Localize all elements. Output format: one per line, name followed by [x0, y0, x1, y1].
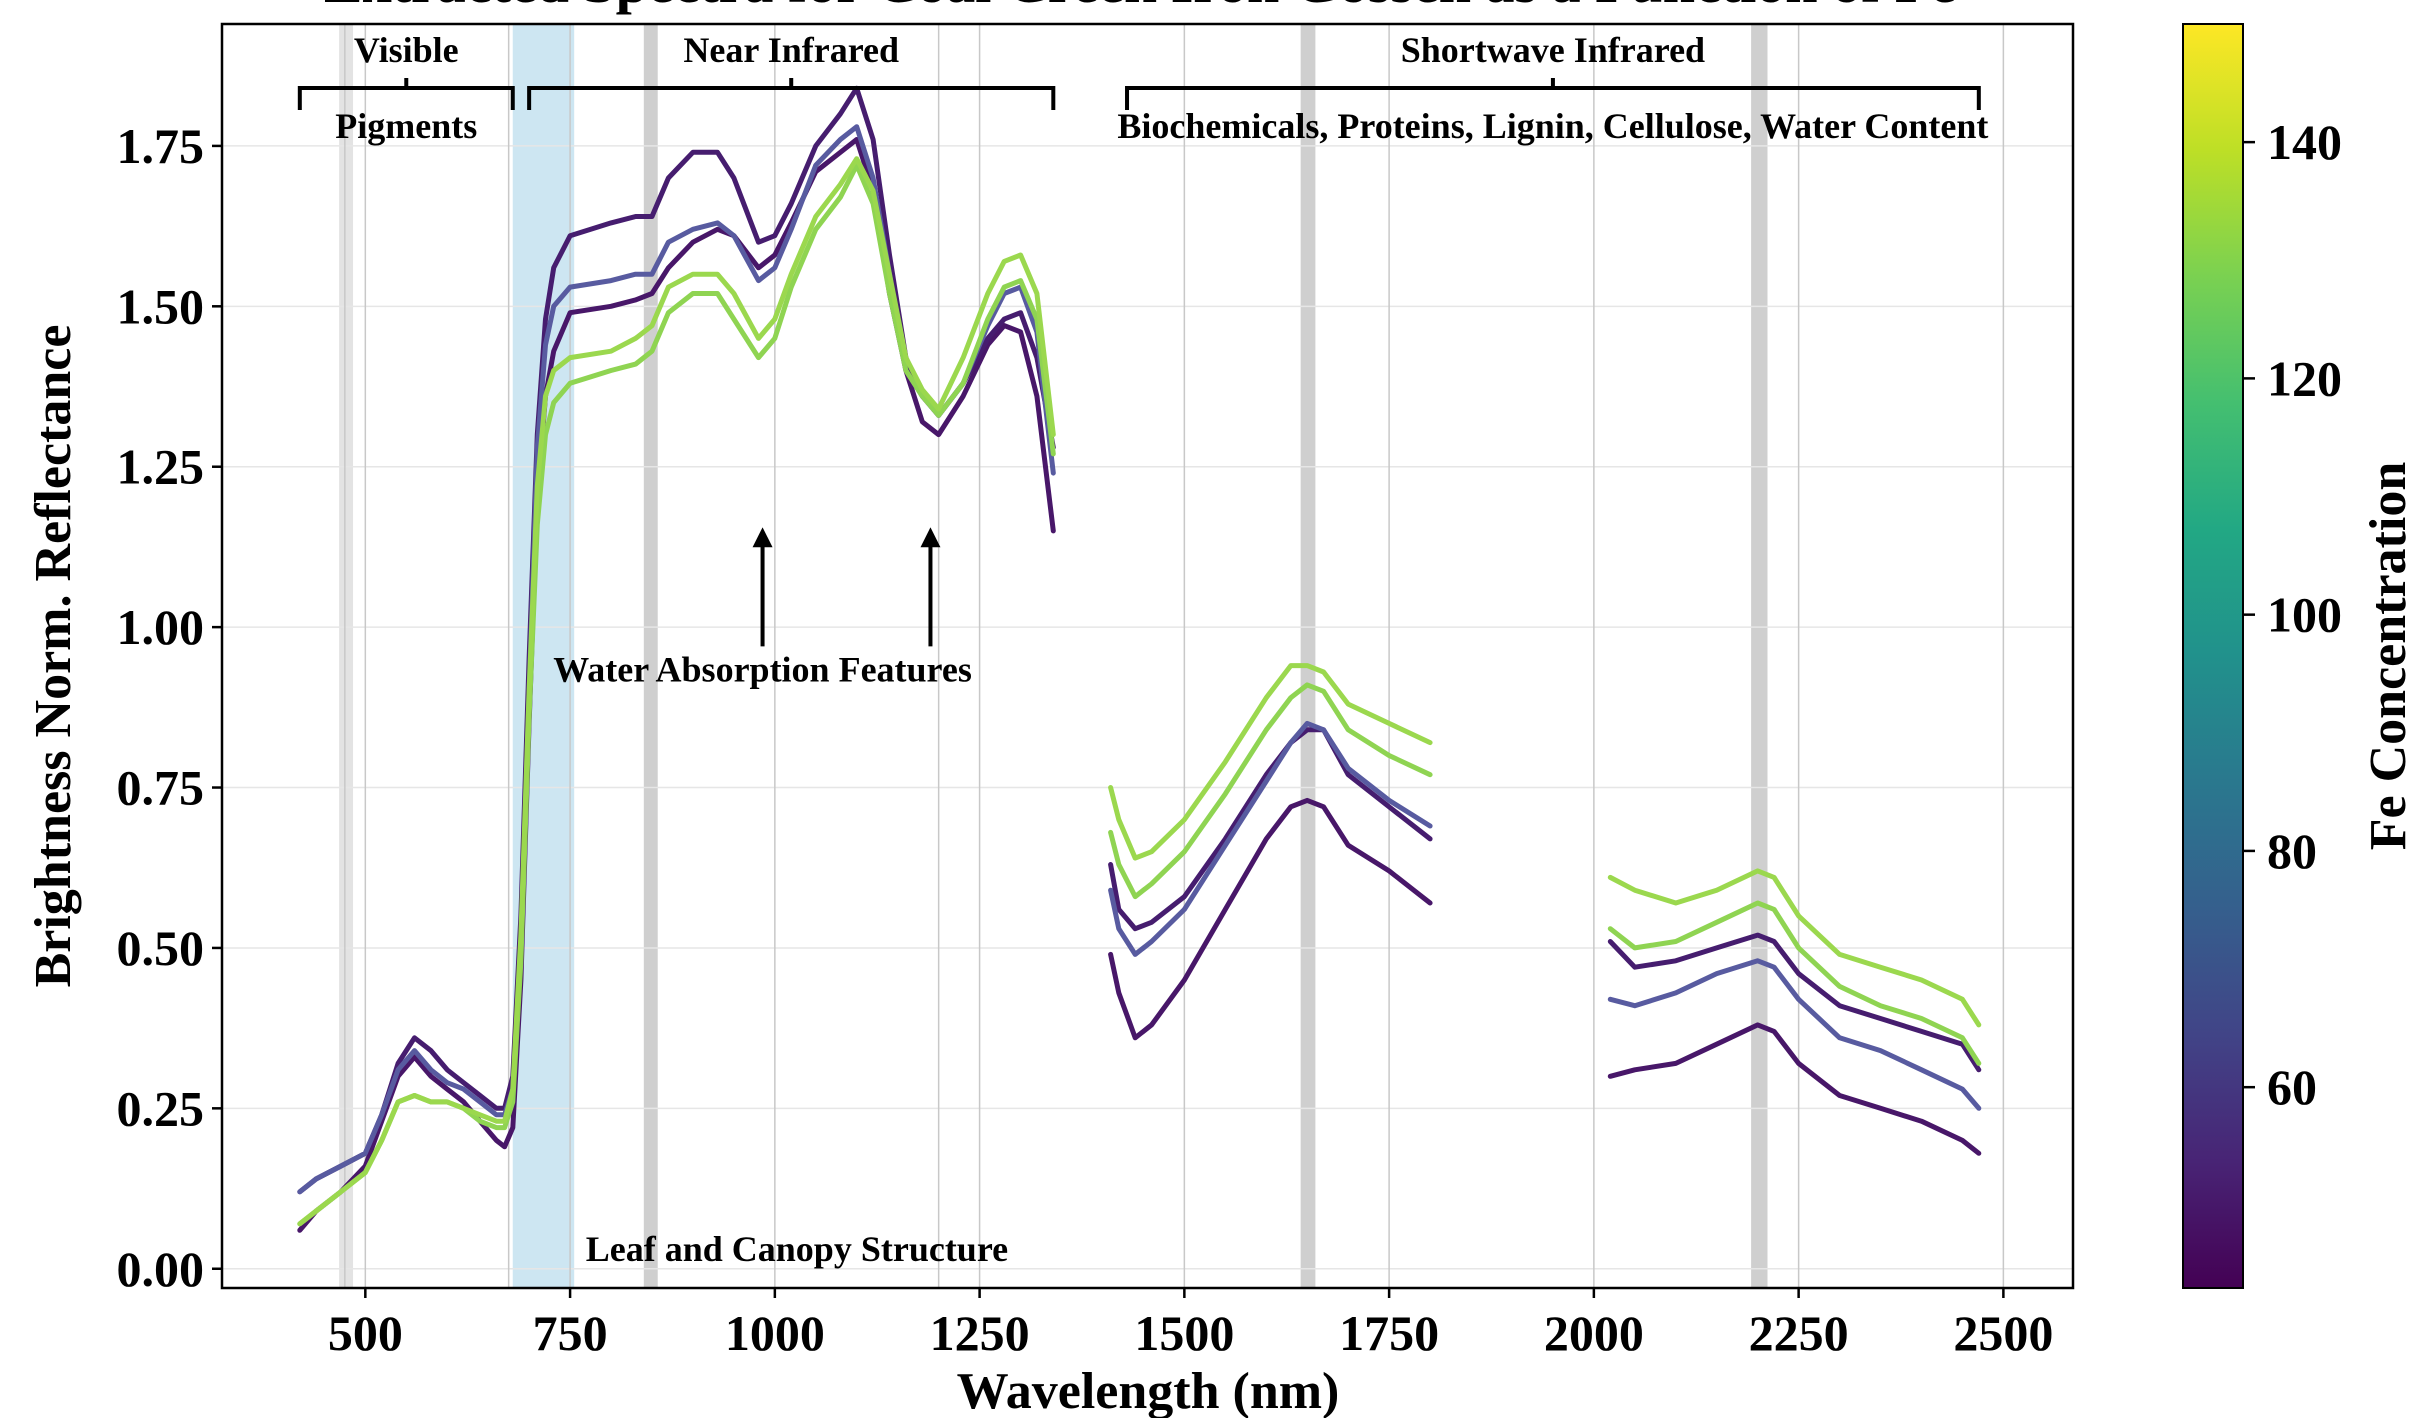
highlight-band	[512, 24, 575, 1288]
spectrum-line	[1108, 797, 1433, 1041]
spectrum-line	[1607, 958, 1982, 1111]
spectrum-line	[1108, 663, 1433, 861]
colorbar	[2182, 23, 2244, 1289]
spectra-series	[297, 85, 1982, 1233]
region-bracket	[297, 78, 515, 110]
x-axis-label: Wavelength (nm)	[957, 1363, 1340, 1418]
y-axis-ticks: 0.00 0.25 0.50 0.75 1.00 1.25 1.50 1.75	[117, 118, 222, 1297]
x-tick-label: 1250	[930, 1305, 1030, 1361]
x-tick-label: 2000	[1544, 1305, 1644, 1361]
colorbar-tick-label: 80	[2267, 823, 2317, 879]
spectrum-line	[1607, 900, 1982, 1066]
colorbar-label: Fe Concentration	[2360, 462, 2417, 851]
x-tick-label: 1500	[1134, 1305, 1234, 1361]
spectrum-line	[1607, 868, 1982, 1028]
spectrum-line	[297, 85, 1056, 1195]
region-label: Visible	[354, 30, 459, 70]
spectrum-line	[1108, 720, 1433, 957]
highlight-band	[1300, 24, 1316, 1288]
region-sublabel: Pigments	[335, 106, 477, 146]
x-tick-label: 2500	[1953, 1305, 2053, 1361]
chart-title: Extracted Spectra for Coal Creek Iron Go…	[324, 0, 1956, 15]
spectrum-line	[297, 137, 1056, 1233]
colorbar-tick-label: 100	[2267, 587, 2342, 643]
region-label: Near Infrared	[683, 30, 899, 70]
region-bracket	[1125, 78, 1981, 110]
y-axis-label: Brightness Norm. Reflectance	[25, 325, 82, 988]
highlight-band	[1751, 24, 1768, 1288]
spectrum-line	[1607, 1022, 1982, 1156]
colorbar-tick-label: 60	[2267, 1059, 2317, 1115]
region-bracket	[527, 78, 1056, 110]
y-tick-label: 1.00	[117, 599, 205, 655]
annotations: Visible Pigments Near Infrared Shortwave In…	[297, 30, 1988, 1269]
y-tick-label: 1.25	[117, 439, 205, 495]
y-tick-label: 0.25	[117, 1080, 205, 1136]
colorbar-tick-label: 120	[2267, 350, 2342, 406]
region-sublabel: Biochemicals, Proteins, Lignin, Cellulos…	[1117, 106, 1988, 146]
x-tick-label: 500	[328, 1305, 403, 1361]
highlight-band	[339, 24, 354, 1288]
y-tick-label: 0.75	[117, 760, 205, 816]
gridlines	[222, 24, 2073, 1288]
leaf-canopy-label: Leaf and Canopy Structure	[586, 1229, 1008, 1269]
spectrum-line	[1108, 727, 1433, 932]
x-tick-label: 2250	[1749, 1305, 1849, 1361]
y-tick-label: 1.75	[117, 118, 205, 174]
y-tick-label: 0.00	[117, 1241, 205, 1297]
spectrum-line	[1108, 682, 1433, 900]
y-tick-label: 1.50	[117, 278, 205, 334]
x-tick-label: 1750	[1339, 1305, 1439, 1361]
plot-frame	[220, 22, 2075, 1290]
x-tick-label: 1000	[725, 1305, 825, 1361]
x-axis-ticks: 500 750 1000 1250 1500 1750 2000 2250 2500	[328, 1288, 2053, 1361]
colorbar-tick-label: 140	[2267, 114, 2342, 170]
colorbar-ticks: 60 80 100 120 140	[2243, 114, 2342, 1115]
water-absorption-label: Water Absorption Features	[553, 650, 972, 690]
x-tick-label: 750	[533, 1305, 608, 1361]
spectrum-line	[297, 156, 1056, 1227]
y-tick-label: 0.50	[117, 920, 205, 976]
spectrum-line	[297, 162, 1056, 1227]
region-label: Shortwave Infrared	[1401, 30, 1705, 70]
spectrum-line	[1607, 932, 1982, 1073]
